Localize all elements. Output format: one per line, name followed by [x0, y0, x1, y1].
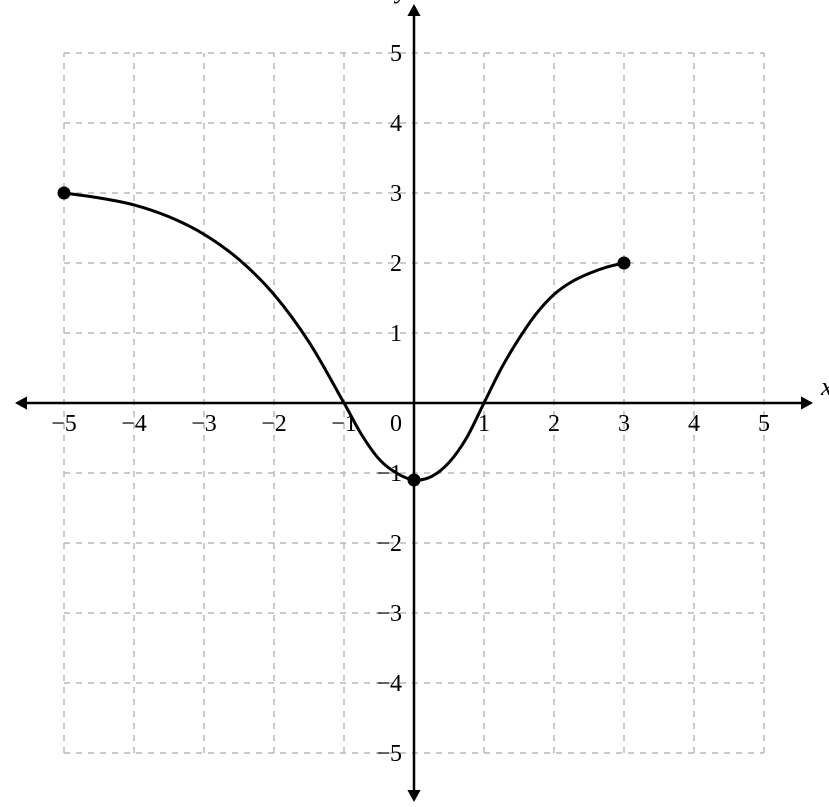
- y-tick-label: −4: [376, 671, 402, 697]
- x-axis-label: x: [820, 372, 829, 401]
- origin-label: 0: [390, 411, 402, 437]
- coordinate-plane-chart: xy−5−4−3−2−112345−5−4−3−2−1123450: [0, 0, 829, 807]
- x-tick-label: 4: [688, 411, 700, 437]
- x-tick-label: −2: [261, 411, 287, 437]
- x-tick-label: 3: [618, 411, 630, 437]
- y-axis-arrow-down: [407, 790, 420, 802]
- y-tick-label: −2: [376, 531, 402, 557]
- y-tick-label: −5: [376, 741, 402, 767]
- point-marker: [58, 187, 71, 200]
- x-tick-label: −4: [121, 411, 147, 437]
- x-axis-arrow-left: [15, 396, 27, 409]
- y-tick-label: 5: [390, 41, 402, 67]
- x-axis-arrow-right: [801, 396, 813, 409]
- point-marker: [408, 474, 421, 487]
- x-tick-label: −1: [331, 411, 357, 437]
- x-tick-label: −3: [191, 411, 217, 437]
- y-axis-arrow-up: [407, 4, 420, 16]
- y-tick-label: 3: [390, 181, 402, 207]
- x-tick-label: 2: [548, 411, 560, 437]
- y-axis-label: y: [393, 0, 408, 4]
- point-marker: [618, 257, 631, 270]
- chart-svg: xy−5−4−3−2−112345−5−4−3−2−1123450: [0, 0, 829, 807]
- y-tick-label: 4: [390, 111, 402, 137]
- x-tick-label: 5: [758, 411, 770, 437]
- y-tick-label: −3: [376, 601, 402, 627]
- axes: xy: [15, 0, 829, 802]
- y-tick-label: 2: [390, 251, 402, 277]
- x-tick-label: −5: [51, 411, 77, 437]
- y-tick-label: 1: [390, 321, 402, 347]
